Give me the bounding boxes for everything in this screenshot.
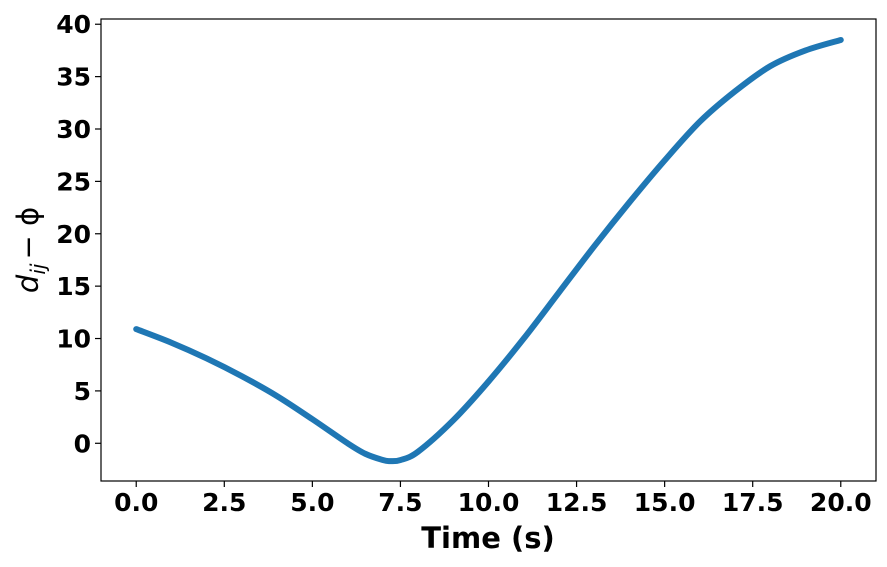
y-tick-label: 10 [56,325,91,354]
y-tick-label: 35 [56,63,91,92]
x-tick-label: 15.0 [634,488,696,517]
y-axis-ticks: 0 5 10 15 20 25 30 35 40 [56,10,101,458]
y-tick-label: 25 [56,167,91,196]
y-tick-label: 0 [74,429,91,458]
x-tick-label: 17.5 [722,488,784,517]
series-line [133,36,844,465]
y-tick-label: 20 [56,220,91,249]
y-tick-label: 5 [74,377,91,406]
x-tick-label: 12.5 [546,488,608,517]
x-tick-label: 0.0 [114,488,158,517]
y-tick-label: 30 [56,115,91,144]
x-axis-label: Time (s) [421,521,554,555]
x-tick-label: 10.0 [458,488,520,517]
y-axis-label: dij− ϕ [11,207,50,293]
x-tick-label: 7.5 [378,488,422,517]
x-tick-label: 20.0 [810,488,872,517]
x-tick-label: 2.5 [202,488,246,517]
x-tick-label: 5.0 [290,488,334,517]
y-tick-label: 15 [56,272,91,301]
y-tick-label: 40 [56,10,91,39]
plot-frame [100,18,877,482]
x-axis-ticks: 0.0 2.5 5.0 7.5 10.0 12.5 15.0 17.5 20.0 [114,481,872,517]
